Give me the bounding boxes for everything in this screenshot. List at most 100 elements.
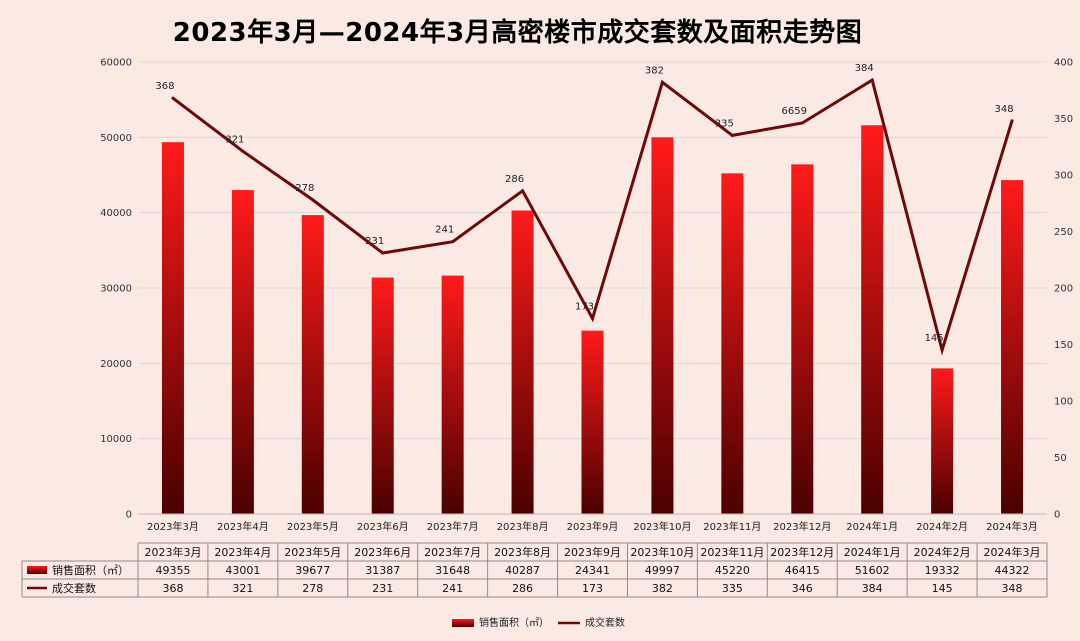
line-data-label: 231 xyxy=(365,236,384,247)
table-cell-count: 173 xyxy=(582,582,603,595)
line-data-label: 335 xyxy=(715,118,734,129)
table-cell-area: 31387 xyxy=(365,564,400,577)
table-header-cell: 2023年8月 xyxy=(494,545,551,559)
x-category-label: 2024年2月 xyxy=(916,520,968,533)
table-header-cell: 2024年2月 xyxy=(914,545,971,559)
x-category-label: 2023年8月 xyxy=(497,520,549,533)
table-header-cell: 2023年3月 xyxy=(144,545,201,559)
x-category-label: 2024年1月 xyxy=(846,520,898,533)
line-point xyxy=(870,78,874,82)
line-data-label: 145 xyxy=(925,333,944,344)
x-category-label: 2023年10月 xyxy=(633,520,691,533)
table-cell-area: 49355 xyxy=(155,564,190,577)
line-point xyxy=(800,121,804,125)
table-cell-area: 24341 xyxy=(575,564,610,577)
legend-key-bar xyxy=(452,619,474,627)
y-left-tick-label: 40000 xyxy=(100,208,132,219)
line-point xyxy=(521,189,525,193)
bar xyxy=(721,173,744,515)
line-data-label: 348 xyxy=(994,104,1013,115)
line-point xyxy=(381,251,385,255)
line-point xyxy=(451,240,455,244)
table-header-cell: 2023年5月 xyxy=(284,545,341,559)
y-right-tick-label: 300 xyxy=(1054,171,1073,182)
y-left-tick-label: 0 xyxy=(126,510,132,521)
table-cell-area: 19332 xyxy=(925,564,960,577)
y-right-tick-label: 200 xyxy=(1054,284,1073,295)
bar xyxy=(301,215,324,515)
table-header-cell: 2024年3月 xyxy=(984,545,1041,559)
bar xyxy=(161,142,184,515)
table-cell-area: 31648 xyxy=(435,564,470,577)
line-data-label: 321 xyxy=(225,134,244,145)
table-row-header: 销售面积（㎡） xyxy=(52,563,129,577)
bar xyxy=(371,277,394,514)
x-category-label: 2023年11月 xyxy=(703,520,761,533)
line-point xyxy=(311,198,315,202)
table-cell-count: 382 xyxy=(652,582,673,595)
table-cell-count: 348 xyxy=(1002,582,1023,595)
line-point xyxy=(730,133,734,137)
table-key-bar xyxy=(27,566,47,574)
line-data-label: 6659 xyxy=(782,106,807,117)
line-data-label: 241 xyxy=(435,225,454,236)
line-series: 368 321 278 231 241 286 173 382 335 6659 384 145 348 xyxy=(155,63,1014,356)
table-cell-area: 45220 xyxy=(715,564,750,577)
table-cell-count: 278 xyxy=(302,582,323,595)
x-category-label: 2024年3月 xyxy=(986,520,1038,533)
x-category-label: 2023年9月 xyxy=(567,520,619,533)
line-data-label: 382 xyxy=(645,65,664,76)
line-data-label: 368 xyxy=(155,81,174,92)
table-cell-count: 346 xyxy=(792,582,813,595)
chart-title: 2023年3月—2024年3月高密楼市成交套数及面积走势图 xyxy=(172,18,863,48)
y-right-tick-label: 400 xyxy=(1054,58,1073,69)
bar xyxy=(581,330,604,514)
table-cell-area: 43001 xyxy=(225,564,260,577)
x-category-label: 2023年4月 xyxy=(217,520,269,533)
table-cell-area: 49997 xyxy=(645,564,680,577)
y-left-tick-label: 20000 xyxy=(100,359,132,370)
y-right-tick-label: 50 xyxy=(1054,453,1067,464)
table-cell-area: 51602 xyxy=(855,564,890,577)
table-header-cell: 2023年7月 xyxy=(424,545,481,559)
line-point xyxy=(940,348,944,352)
right-axis-ticks: 0 50 100 150 200 250 300 350 400 xyxy=(1054,58,1073,521)
data-table: 2023年3月 2023年4月 2023年5月 2023年6月 2023年7月 2023年… xyxy=(21,542,1048,598)
x-axis-categories: 2023年3月 2023年4月 2023年5月 2023年6月 2023年7月 2023年… xyxy=(138,513,1047,533)
bar xyxy=(441,275,464,514)
table-cell-count: 241 xyxy=(442,582,463,595)
table-cell-area: 40287 xyxy=(505,564,540,577)
bar xyxy=(511,210,534,515)
y-right-tick-label: 350 xyxy=(1054,114,1073,125)
y-right-tick-label: 0 xyxy=(1054,510,1060,521)
bar xyxy=(231,190,254,514)
table-cell-area: 39677 xyxy=(295,564,330,577)
line-data-label: 384 xyxy=(855,63,874,74)
bar xyxy=(1001,180,1024,514)
line-point xyxy=(591,317,594,321)
table-header-cell: 2024年1月 xyxy=(844,545,901,559)
bar-series xyxy=(161,125,1024,515)
table-cell-count: 335 xyxy=(722,582,743,595)
line-point xyxy=(660,80,664,84)
left-axis-ticks: 0 10000 20000 30000 40000 50000 60000 xyxy=(100,58,132,521)
x-category-label: 2023年12月 xyxy=(773,520,831,533)
table-header-cell: 2023年6月 xyxy=(354,545,411,559)
line-data-label: 278 xyxy=(295,183,314,194)
x-category-label: 2023年6月 xyxy=(357,520,409,533)
table-cell-area: 44322 xyxy=(995,564,1030,577)
bar xyxy=(651,137,674,514)
table-header-cell: 2023年12月 xyxy=(770,545,834,559)
table-cell-count: 368 xyxy=(162,582,183,595)
table-cell-count: 145 xyxy=(932,582,953,595)
y-left-tick-label: 30000 xyxy=(100,284,132,295)
bar xyxy=(861,125,884,515)
y-left-tick-label: 50000 xyxy=(100,133,132,144)
line-point xyxy=(1010,119,1014,123)
line-data-label: 173 xyxy=(575,302,594,313)
table-header-cell: 2023年9月 xyxy=(564,545,621,559)
line-point xyxy=(241,149,245,153)
table-cell-count: 231 xyxy=(372,582,393,595)
